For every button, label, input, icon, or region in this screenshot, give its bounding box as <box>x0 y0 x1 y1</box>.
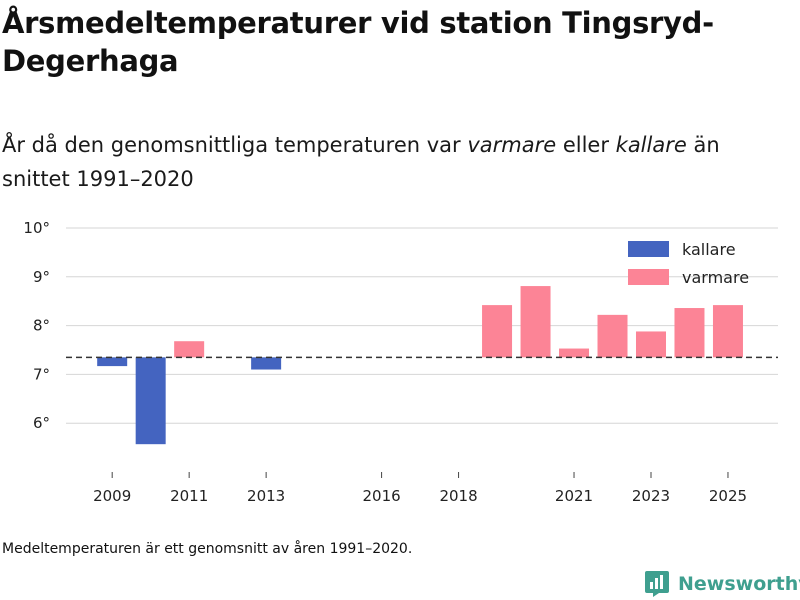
x-tick-label: 2011 <box>170 487 208 505</box>
bar-varmare-2021 <box>559 348 590 358</box>
chart-gridlines <box>66 227 778 424</box>
bar-kallare-2010 <box>135 357 166 445</box>
subtitle-text-2: eller <box>556 133 616 157</box>
x-tick-label: 2021 <box>555 487 593 505</box>
newsworthy-logo-icon <box>645 571 669 597</box>
y-tick-label: 9° <box>33 268 50 286</box>
subtitle-text-3: än snittet 1991–2020 <box>2 133 720 191</box>
bar-kallare-2013 <box>251 357 282 370</box>
footnote: Medeltemperaturen är ett genomsnitt av å… <box>2 541 413 557</box>
x-tick-label: 2013 <box>247 487 285 505</box>
y-tick-label: 6° <box>33 414 50 432</box>
bar-varmare-2023 <box>635 331 666 358</box>
subtitle-cold-word: kallare <box>615 133 687 157</box>
bar-varmare-2024 <box>674 308 705 358</box>
subtitle-warm-word: varmare <box>467 133 557 157</box>
bar-kallare-2009 <box>97 357 128 367</box>
x-tick-label: 2016 <box>362 487 400 505</box>
legend-label-kallare: kallare <box>682 240 736 259</box>
x-tick-label: 2025 <box>709 487 747 505</box>
legend-swatch-kallare <box>628 241 669 257</box>
bar-varmare-2020 <box>520 286 551 358</box>
chart-x-axis: 2009 2011 2013 2016 2018 2021 2023 2025 <box>93 472 747 505</box>
legend-label-varmare: varmare <box>682 268 749 287</box>
y-tick-label: 7° <box>33 365 50 383</box>
chart-title: Årsmedeltemperaturer vid station Tingsry… <box>2 6 714 78</box>
legend-swatch-varmare <box>628 269 669 285</box>
chart-bars <box>97 286 743 445</box>
bar-varmare-2022 <box>597 314 628 358</box>
chart-legend: kallare varmare <box>628 240 749 287</box>
bar-varmare-2019 <box>482 305 513 358</box>
subtitle-text-1: År då den genomsnittliga temperaturen va… <box>2 133 468 157</box>
x-tick-label: 2018 <box>439 487 477 505</box>
y-tick-label: 8° <box>33 317 50 335</box>
brand-name: Newsworthy <box>678 573 800 595</box>
bar-varmare-2025 <box>712 305 743 358</box>
bar-varmare-2011 <box>174 341 205 358</box>
brand-footer: Newsworthy <box>644 568 800 600</box>
x-tick-label: 2009 <box>93 487 131 505</box>
y-tick-label: 10° <box>23 219 50 237</box>
chart-y-axis: 6° 7° 8° 9° 10° <box>23 219 50 432</box>
x-tick-label: 2023 <box>632 487 670 505</box>
chart-subtitle: År då den genomsnittliga temperaturen va… <box>2 128 782 196</box>
